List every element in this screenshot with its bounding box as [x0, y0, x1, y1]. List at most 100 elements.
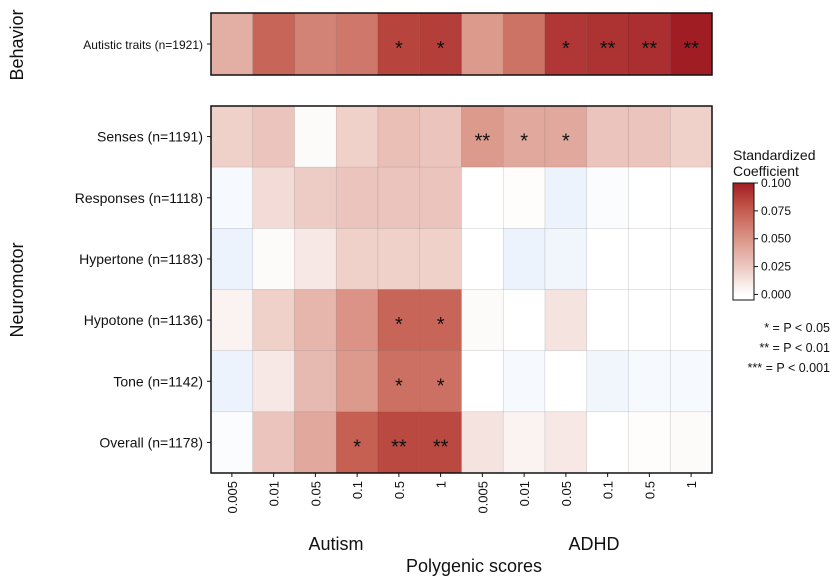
heatmap-cell [461, 12, 504, 76]
row-label: Hypertone (n=1183) [79, 251, 203, 267]
panel-title-behavior: Behavior [7, 9, 27, 80]
heatmap-cell [210, 105, 254, 168]
heatmap-cell [252, 411, 295, 474]
row-label: Tone (n=1142) [113, 373, 203, 389]
legend-tick-label: 0.075 [761, 204, 791, 218]
heatmap-cell [544, 166, 588, 229]
heatmap-cell [419, 12, 462, 76]
heatmap-cell [377, 105, 421, 168]
heatmap-cell [502, 12, 546, 76]
x-tick-label: 0.005 [475, 481, 490, 514]
significance-star: * [395, 375, 403, 397]
heatmap-cell [628, 350, 671, 413]
heatmap-cell [586, 350, 629, 413]
panel-title-neuromotor: Neuromotor [7, 242, 27, 337]
heatmap-cell [669, 228, 713, 290]
group-label-autism: Autism [308, 534, 363, 554]
heatmap-cell [294, 289, 337, 351]
heatmap-cell [669, 12, 713, 76]
row-label: Responses (n=1118) [75, 190, 203, 206]
heatmap-cell [419, 105, 462, 168]
heatmap-cell [377, 350, 421, 413]
heatmap-cell [461, 166, 504, 229]
x-tick-label: 1 [434, 481, 449, 488]
x-tick-label: 0.01 [267, 481, 282, 506]
heatmap-cell [628, 411, 671, 474]
heatmap-cell [294, 411, 337, 474]
x-axis-title: Polygenic scores [406, 556, 542, 576]
heatmap-cell [377, 166, 421, 229]
heatmap-cell [586, 289, 629, 351]
heatmap-cells [210, 12, 713, 474]
heatmap-cell [294, 105, 337, 168]
heatmap-cell [461, 289, 504, 351]
heatmap-cell [502, 411, 546, 474]
heatmap-cell [502, 228, 546, 290]
heatmap-cell [586, 166, 629, 229]
x-tick-label: 0.5 [642, 481, 657, 499]
heatmap-cell [252, 105, 295, 168]
heatmap-cell [335, 289, 379, 351]
x-tick-label: 0.01 [517, 481, 532, 506]
heatmap-cell [461, 350, 504, 413]
x-tick-label: 0.05 [559, 481, 574, 506]
group-label-adhd: ADHD [568, 534, 619, 554]
x-tick-label: 0.1 [601, 481, 616, 499]
heatmap-cell [669, 105, 713, 168]
heatmap-cell [252, 228, 295, 290]
legend-ticks: 0.100 0.075 0.050 0.025 0.000 [754, 176, 791, 301]
legend-colorbar [732, 182, 755, 301]
heatmap-cell [628, 166, 671, 229]
heatmap-cell [419, 411, 462, 474]
panel-border-behavior [210, 12, 713, 76]
heatmap-cell [210, 350, 254, 413]
heatmap-cell [210, 289, 254, 351]
significance-star: * [437, 38, 445, 60]
heatmap-cell [586, 105, 629, 168]
heatmap-cell [628, 105, 671, 168]
heatmap-cell [586, 228, 629, 290]
significance-star: ** [642, 38, 658, 60]
significance-star: * [520, 131, 528, 153]
heatmap-cell [419, 350, 462, 413]
x-tick-label: 0.005 [225, 481, 240, 514]
x-tick-label: 0.5 [392, 481, 407, 499]
significance-star: ** [433, 436, 449, 458]
significance-star: * [353, 436, 361, 458]
significance-star: * [437, 314, 445, 336]
heatmap-cell [335, 228, 379, 290]
x-tick-label: 1 [684, 481, 699, 488]
heatmap-cell [419, 228, 462, 290]
heatmap-cell [544, 411, 588, 474]
heatmap-cell [252, 289, 295, 351]
heatmap-cell [669, 166, 713, 229]
color-legend: Standardized Coefficient 0.100 0.075 0.050… [732, 147, 816, 301]
significance-star: ** [391, 436, 407, 458]
heatmap-cell [461, 228, 504, 290]
heatmap-cell [628, 228, 671, 290]
legend-tick-label: 0.050 [761, 232, 791, 246]
heatmap-cell [544, 350, 588, 413]
heatmap-cell [586, 411, 629, 474]
sig-note-1: * = P < 0.05 [764, 321, 830, 335]
heatmap-cell [210, 166, 254, 229]
sig-note-2: ** = P < 0.01 [759, 341, 830, 355]
legend-tick-label: 0.100 [761, 176, 791, 190]
heatmap-cell [669, 289, 713, 351]
heatmap-cell [628, 289, 671, 351]
significance-star: * [562, 38, 570, 60]
heatmap-cell [461, 411, 504, 474]
heatmap-cell [335, 166, 379, 229]
heatmap-cell [419, 166, 462, 229]
x-tick-labels: 0.005 0.01 0.05 0.1 0.5 1 0.005 0.01 0.05 0.1 0.5 1 [225, 473, 699, 514]
legend-tick-label: 0.025 [761, 260, 791, 274]
heatmap-cell [502, 350, 546, 413]
legend-title-line-1: Standardized [733, 147, 816, 163]
heatmap-cell [335, 12, 379, 76]
row-label: Autistic traits (n=1921) [83, 38, 203, 52]
significance-star: * [395, 314, 403, 336]
significance-star: ** [475, 131, 491, 153]
significance-star: * [562, 131, 570, 153]
significance-star: ** [683, 38, 699, 60]
